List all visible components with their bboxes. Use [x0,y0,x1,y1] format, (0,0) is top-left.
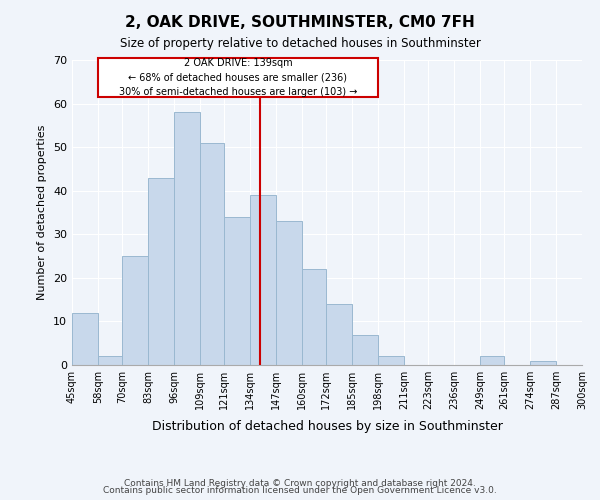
Bar [326,304,352,365]
Bar [224,217,250,365]
Bar [276,221,302,365]
Bar [122,256,148,365]
Y-axis label: Number of detached properties: Number of detached properties [37,125,47,300]
Bar [200,143,224,365]
Bar [72,312,98,365]
Bar [352,334,378,365]
Text: Contains public sector information licensed under the Open Government Licence v3: Contains public sector information licen… [103,486,497,495]
Text: Size of property relative to detached houses in Southminster: Size of property relative to detached ho… [119,38,481,51]
Bar [530,360,556,365]
Text: Contains HM Land Registry data © Crown copyright and database right 2024.: Contains HM Land Registry data © Crown c… [124,478,476,488]
Text: 2 OAK DRIVE: 139sqm
← 68% of detached houses are smaller (236)
30% of semi-detac: 2 OAK DRIVE: 139sqm ← 68% of detached ho… [119,58,357,97]
Text: 2, OAK DRIVE, SOUTHMINSTER, CM0 7FH: 2, OAK DRIVE, SOUTHMINSTER, CM0 7FH [125,15,475,30]
Bar [174,112,200,365]
Bar [480,356,504,365]
Bar [378,356,404,365]
Bar [250,195,276,365]
X-axis label: Distribution of detached houses by size in Southminster: Distribution of detached houses by size … [152,420,502,434]
Bar [302,269,326,365]
Bar [98,356,122,365]
Bar [148,178,174,365]
FancyBboxPatch shape [98,58,378,97]
